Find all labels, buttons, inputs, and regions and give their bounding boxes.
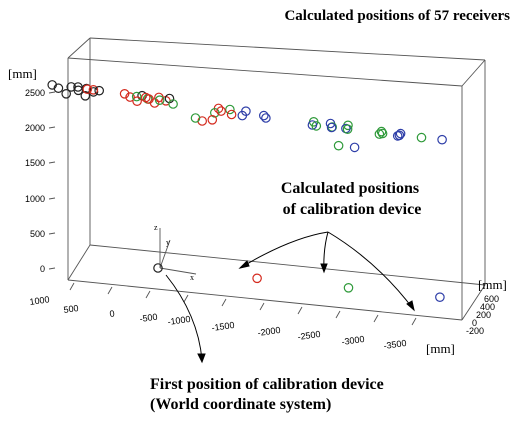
receiver-point-51 <box>168 99 178 109</box>
receiver-point-37 <box>374 129 385 139</box>
x-tick-minus-1000: -1000 <box>167 314 191 327</box>
receiver-point-47 <box>131 91 142 102</box>
calibration-point-0 <box>153 263 163 273</box>
receiver-point-25 <box>258 110 269 121</box>
receiver-point-8 <box>119 89 130 99</box>
receiver-point-18 <box>225 104 235 115</box>
x-tick-minus-2000: -2000 <box>257 325 281 338</box>
x-tick-1000: 1000 <box>29 294 50 307</box>
z-tick-500: 500 <box>30 229 45 239</box>
receiver-point-49 <box>144 94 154 104</box>
receiver-point-23 <box>261 113 271 123</box>
y-axis-unit: [mm] <box>478 277 507 292</box>
receiver-point-7 <box>80 91 91 101</box>
z-axis-unit: [mm] <box>8 66 37 81</box>
origin-x-label: x <box>190 273 194 282</box>
receiver-points <box>47 80 447 153</box>
x-tick-500: 500 <box>63 303 79 315</box>
receiver-point-34 <box>342 124 353 134</box>
receiver-point-24 <box>216 106 226 116</box>
origin-z-label: z <box>154 223 158 232</box>
receiver-point-50 <box>154 95 165 105</box>
receiver-point-40 <box>394 130 405 141</box>
calibration-point-3 <box>435 292 445 302</box>
receiver-point-45 <box>88 85 99 95</box>
z-tick-2500: 2500 <box>25 88 45 98</box>
first-position-arrow <box>165 274 206 364</box>
receiver-point-32 <box>311 121 322 131</box>
x-axis-unit: [mm] <box>426 341 455 356</box>
receiver-point-22 <box>237 110 248 121</box>
first-position-annotation-line2: (World coordinate system) <box>150 396 331 413</box>
x-axis-ticks: 1000 500 0 -500 -1000 -1500 -2000 -2500 … <box>29 282 417 351</box>
receiver-point-41 <box>416 132 427 143</box>
receiver-point-29 <box>307 120 318 130</box>
receiver-point-36 <box>395 128 406 139</box>
chart-title: Calculated positions of 57 receivers <box>284 8 510 24</box>
y-tick-600: 600 <box>484 294 499 304</box>
first-position-annotation-line1: First position of calibration device <box>150 376 384 393</box>
x-tick-minus-3500: -3500 <box>383 338 407 351</box>
calibration-annotation-line2: of calibration device <box>283 201 422 218</box>
receiver-point-4 <box>73 85 84 96</box>
y-tick-0: 0 <box>472 318 477 328</box>
x-tick-minus-3000: -3000 <box>341 334 365 347</box>
z-tick-0: 0 <box>40 264 45 274</box>
z-axis-ticks: 0 500 1000 1500 2000 2500 <box>25 88 56 274</box>
calibration-point-1 <box>252 273 262 284</box>
receiver-point-56 <box>349 142 360 153</box>
receiver-point-42 <box>437 134 447 145</box>
receiver-point-53 <box>190 113 201 123</box>
calibration-points <box>153 263 445 302</box>
plot-box <box>67 37 486 321</box>
calibration-arrows <box>238 231 415 312</box>
receiver-point-33 <box>326 122 337 133</box>
calibration-point-2 <box>343 282 354 293</box>
origin-axes: z y x <box>154 223 197 282</box>
z-tick-1000: 1000 <box>25 194 45 204</box>
receiver-point-20 <box>210 108 220 118</box>
receiver-point-14 <box>132 96 142 106</box>
calibration-annotation-line1: Calculated positions <box>281 180 419 197</box>
receiver-point-39 <box>377 128 388 139</box>
x-tick-minus-2500: -2500 <box>297 329 321 342</box>
z-tick-1500: 1500 <box>25 158 45 168</box>
z-tick-2000: 2000 <box>25 123 45 133</box>
receiver-point-43 <box>73 82 83 92</box>
receiver-point-46 <box>94 85 104 96</box>
receiver-point-3 <box>53 83 64 93</box>
receiver-point-11 <box>125 92 135 102</box>
receiver-point-6 <box>61 89 71 99</box>
y-tick-400: 400 <box>480 302 495 312</box>
x-tick-0: 0 <box>109 308 115 319</box>
y-tick-minus-200: -200 <box>466 326 484 336</box>
receiver-point-35 <box>376 126 387 137</box>
receiver-point-55 <box>333 140 344 151</box>
x-tick-minus-500: -500 <box>139 312 158 324</box>
x-tick-minus-1500: -1500 <box>211 320 235 333</box>
receiver-point-54 <box>207 115 218 125</box>
receiver-point-44 <box>82 84 93 94</box>
receiver-point-21 <box>226 109 237 120</box>
y-axis-ticks: 600 400 200 0 -200 <box>466 294 499 336</box>
origin-y-label: y <box>166 238 170 247</box>
y-tick-200: 200 <box>476 310 491 320</box>
